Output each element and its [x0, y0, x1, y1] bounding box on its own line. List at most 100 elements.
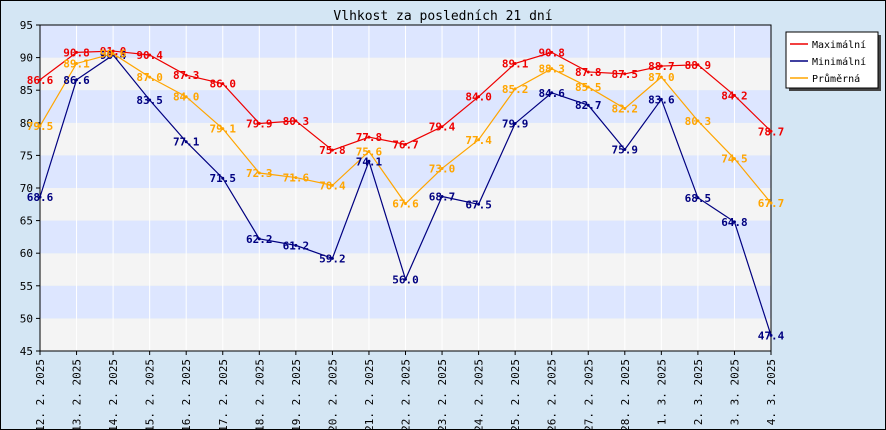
data-label-2: 79.9	[502, 117, 529, 130]
data-point-1	[75, 50, 79, 54]
data-point-1	[257, 121, 261, 125]
data-label-3: 87.0	[136, 71, 163, 84]
data-label-3: 89.1	[63, 57, 90, 70]
legend-label: Minimální	[812, 56, 866, 68]
data-point-2	[769, 333, 773, 337]
data-label-3: 71.6	[283, 172, 310, 185]
data-label-2: 90.4	[100, 49, 127, 62]
data-point-3	[221, 127, 225, 131]
data-label-3: 75.6	[356, 145, 383, 158]
data-label-1: 75.8	[319, 144, 346, 157]
data-point-3	[769, 201, 773, 205]
data-point-3	[659, 75, 663, 79]
x-tick-label: 2. 3. 2025	[692, 359, 705, 425]
x-tick-label: 12. 2. 2025	[34, 359, 47, 430]
data-point-1	[111, 49, 115, 53]
data-label-1: 87.5	[612, 68, 639, 81]
x-tick-label: 23. 2. 2025	[436, 359, 449, 430]
data-point-3	[184, 95, 188, 99]
data-label-3: 74.5	[721, 153, 748, 166]
x-tick-label: 16. 2. 2025	[180, 359, 193, 430]
legend-label: Průměrná	[812, 73, 860, 85]
y-tick-label: 55	[20, 280, 33, 293]
data-label-2: 67.5	[465, 198, 492, 211]
y-tick-label: 80	[20, 117, 33, 130]
data-label-1: 89.1	[502, 57, 529, 70]
data-label-3: 79.5	[27, 120, 54, 133]
y-tick-label: 95	[20, 19, 33, 32]
data-point-1	[38, 78, 42, 82]
data-label-3: 87.0	[648, 71, 675, 84]
data-label-1: 76.7	[392, 138, 419, 151]
y-tick-label: 60	[20, 247, 33, 260]
data-label-1: 87.3	[173, 69, 200, 82]
data-point-2	[696, 196, 700, 200]
data-point-3	[38, 124, 42, 128]
data-point-1	[659, 64, 663, 68]
data-point-3	[623, 106, 627, 110]
data-point-1	[294, 119, 298, 123]
data-label-2: 86.6	[63, 74, 90, 87]
data-label-1: 87.8	[575, 66, 602, 79]
data-label-3: 67.6	[392, 198, 419, 211]
data-label-3: 79.1	[210, 123, 237, 136]
data-point-1	[586, 70, 590, 74]
data-label-2: 83.5	[136, 94, 163, 107]
data-point-3	[586, 85, 590, 89]
x-tick-label: 20. 2. 2025	[326, 359, 339, 430]
data-label-1: 86.6	[27, 74, 54, 87]
x-tick-label: 22. 2. 2025	[400, 359, 413, 430]
data-label-1: 79.4	[429, 121, 456, 134]
data-point-2	[623, 148, 627, 152]
x-tick-label: 26. 2. 2025	[546, 359, 559, 430]
data-point-2	[513, 121, 517, 125]
y-tick-label: 50	[20, 312, 33, 325]
data-label-3: 80.3	[685, 115, 712, 128]
chart-title: Vlhkost za posledních 21 dní	[333, 9, 552, 24]
data-point-3	[75, 61, 79, 65]
x-tick-label: 27. 2. 2025	[582, 359, 595, 430]
data-point-1	[404, 142, 407, 146]
y-tick-label: 85	[20, 84, 33, 97]
data-point-1	[623, 72, 627, 76]
data-label-3: 90.6	[100, 48, 127, 61]
y-tick-label: 75	[20, 149, 33, 162]
data-point-3	[294, 176, 298, 180]
data-point-1	[367, 135, 371, 139]
x-tick-label: 4. 3. 2025	[765, 359, 778, 425]
y-tick-label: 65	[20, 215, 33, 228]
data-label-2: 68.5	[685, 192, 712, 205]
data-point-2	[586, 103, 590, 107]
data-point-1	[221, 82, 225, 86]
data-point-3	[696, 119, 700, 123]
data-point-2	[440, 194, 444, 198]
data-label-2: 84.6	[538, 87, 565, 100]
data-label-3: 72.3	[246, 167, 273, 180]
data-label-1: 86.0	[210, 78, 237, 91]
data-point-2	[732, 220, 736, 224]
data-label-3: 70.4	[319, 179, 346, 192]
data-point-1	[148, 53, 152, 57]
data-point-2	[148, 98, 152, 102]
data-point-2	[330, 256, 334, 260]
data-point-3	[148, 75, 152, 79]
data-point-1	[330, 148, 334, 152]
x-tick-label: 13. 2. 2025	[71, 359, 84, 430]
data-label-1: 77.8	[356, 131, 383, 144]
data-point-1	[550, 50, 554, 54]
data-point-2	[367, 159, 371, 163]
data-label-2: 61.2	[283, 239, 310, 252]
data-label-1: 88.7	[648, 60, 675, 73]
legend-box	[785, 31, 879, 89]
data-label-1: 84.0	[465, 91, 492, 104]
data-label-3: 67.7	[758, 197, 785, 210]
data-label-1: 78.7	[758, 125, 785, 138]
data-label-3: 82.2	[612, 102, 639, 115]
data-point-2	[75, 78, 79, 82]
data-label-1: 84.2	[721, 89, 748, 102]
data-label-1: 90.8	[63, 46, 90, 59]
data-point-3	[550, 67, 554, 71]
data-point-2	[184, 140, 188, 144]
data-label-2: 56.0	[392, 273, 419, 286]
